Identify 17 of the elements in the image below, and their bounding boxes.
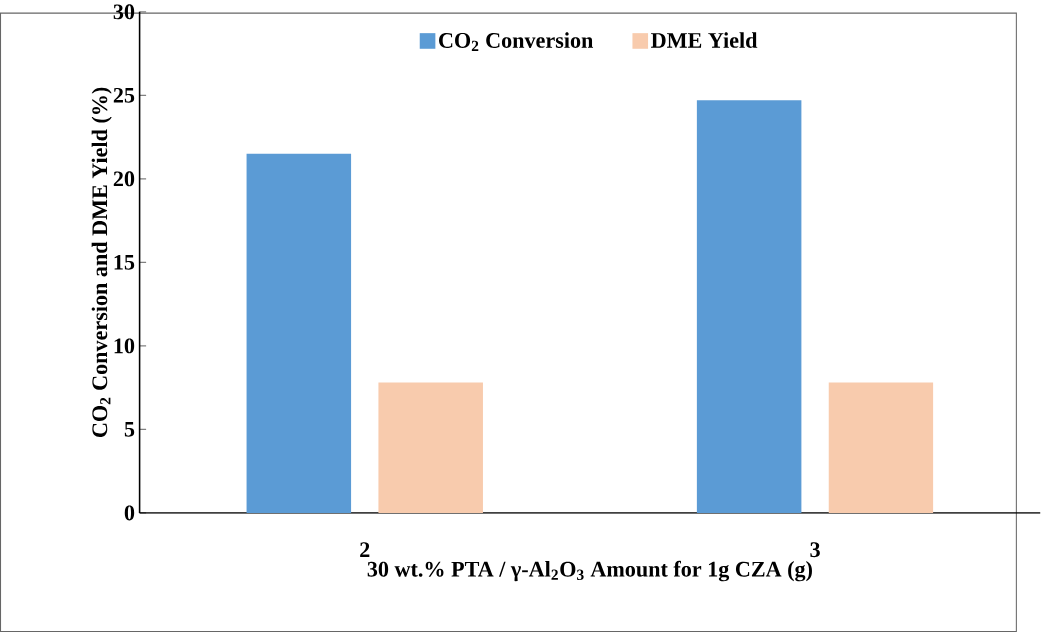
x-tick-label: 3 [810,542,820,558]
y-tick-label: 20 [113,171,135,187]
x-axis-title: 30 wt.% PTA / γ-Al$_{2}$O$_{3}$ Amount for 1g CZA (g) [367,560,812,582]
legend-label: CO$_{2}$ Conversion [439,32,594,52]
y-tick-label: 15 [114,254,135,270]
x-tick-label: 2 [360,542,370,557]
y-tick-label: 0 [124,505,135,521]
y-tick-label: 10 [114,338,135,354]
y-tick-label: 30 [113,4,135,20]
bar [828,382,934,513]
bar [378,382,483,513]
bar [246,153,352,513]
y-tick-label: 25 [113,87,135,103]
y-tick-label: 5 [124,422,135,437]
legend-label: DME Yield [651,32,758,48]
bar [696,100,802,513]
y-axis-title: CO$_{2}$ Conversion and DME Yield (%) [91,87,112,437]
